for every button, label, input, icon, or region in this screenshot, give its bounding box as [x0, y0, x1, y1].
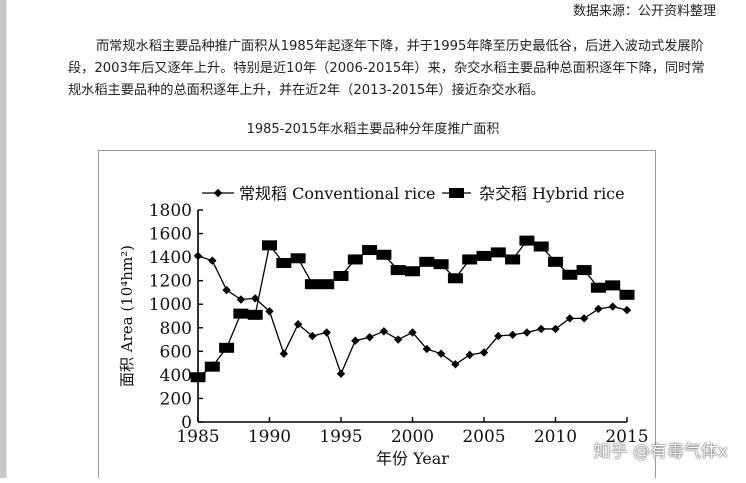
data-point-conventional	[451, 360, 460, 369]
body-paragraph: 而常规水稻主要品种推广面积从1985年起逐年下降，并于1995年降至历史最低谷，…	[68, 36, 708, 102]
data-point-hybrid	[619, 289, 635, 300]
y-tick-label: 200	[160, 389, 192, 409]
data-point-hybrid	[290, 253, 306, 264]
legend-marker-conventional	[213, 188, 223, 198]
data-point-hybrid	[605, 280, 621, 291]
y-tick-label: 1000	[149, 295, 192, 315]
data-point-conventional	[479, 348, 489, 357]
y-tick-label: 1600	[149, 225, 192, 245]
data-point-conventional	[622, 305, 632, 315]
data-point-conventional	[251, 294, 260, 303]
data-point-conventional	[494, 331, 503, 341]
data-point-hybrid	[262, 240, 277, 251]
x-tick-label: 2010	[534, 427, 577, 447]
y-tick-label: 0	[181, 413, 192, 433]
data-point-hybrid	[319, 279, 335, 290]
data-point-conventional	[508, 330, 517, 340]
data-point-conventional	[422, 344, 431, 354]
data-point-conventional	[293, 320, 303, 329]
chart-caption: 1985-2015年水稻主要品种分年度推广面积	[246, 122, 500, 137]
data-point-conventional	[351, 336, 360, 345]
window-left-border	[0, 0, 6, 478]
x-tick-label: 1995	[319, 427, 362, 447]
data-point-conventional	[208, 256, 217, 265]
data-point-hybrid	[447, 273, 463, 284]
y-tick-label: 1400	[149, 248, 192, 268]
legend-label-hybrid: 杂交稻 Hybrid rice	[479, 184, 625, 203]
legend-marker-hybrid	[449, 188, 464, 198]
data-point-hybrid	[376, 249, 392, 260]
data-point-conventional	[436, 349, 446, 358]
data-point-hybrid	[347, 254, 363, 265]
data-point-hybrid	[405, 266, 420, 277]
y-tick-label: 800	[160, 319, 192, 339]
data-point-hybrid	[390, 265, 406, 276]
data-point-hybrid	[419, 256, 435, 267]
data-point-hybrid	[233, 308, 249, 319]
y-axis-label: 面积 Area (10⁴hm²)	[118, 245, 136, 387]
x-tick-label: 2015	[605, 427, 648, 447]
data-point-conventional	[336, 369, 346, 378]
data-point-conventional	[394, 335, 403, 344]
y-tick-label: 1200	[149, 272, 192, 292]
data-point-conventional	[279, 349, 288, 358]
data-point-hybrid	[219, 342, 235, 353]
data-point-hybrid	[519, 235, 535, 246]
data-point-conventional	[322, 328, 331, 337]
data-point-hybrid	[490, 247, 506, 258]
data-point-conventional	[579, 314, 589, 323]
line-chart: 0 200 400 600 800 1000 1200 1400 1600 1800 1985 199…	[118, 184, 649, 468]
data-point-conventional	[551, 324, 560, 334]
data-point-conventional	[265, 307, 274, 316]
data-point-hybrid	[548, 256, 563, 267]
data-point-conventional	[608, 302, 617, 311]
data-point-hybrid	[190, 372, 206, 383]
data-point-hybrid	[476, 250, 492, 261]
data-point-hybrid	[276, 258, 292, 268]
data-point-conventional	[408, 328, 417, 337]
data-point-conventional	[594, 304, 603, 314]
data-point-hybrid	[362, 245, 378, 256]
data-point-conventional	[365, 333, 374, 342]
data-point-conventional	[465, 350, 474, 360]
data-source-line: 数据来源：公开资料整理	[572, 4, 716, 19]
data-point-conventional	[308, 331, 317, 341]
x-tick-label: 1985	[176, 427, 219, 447]
data-point-conventional	[222, 285, 231, 295]
chart-frame: 0 200 400 600 800 1000 1200 1400 1600 1800 1985 199…	[98, 150, 656, 478]
data-point-conventional	[236, 295, 246, 304]
x-axis-label: 年份 Year	[376, 449, 449, 468]
data-point-hybrid	[462, 254, 478, 265]
data-point-hybrid	[590, 282, 606, 293]
data-point-hybrid	[576, 265, 592, 276]
body-paragraph-text: 而常规水稻主要品种推广面积从1985年起逐年下降，并于1995年降至历史最低谷，…	[68, 39, 705, 98]
data-point-conventional	[193, 251, 203, 261]
data-point-hybrid	[204, 361, 220, 372]
data-point-hybrid	[505, 254, 521, 265]
y-tick-label: 400	[160, 366, 192, 386]
window-left-border-inner	[6, 0, 7, 478]
data-point-conventional	[379, 327, 389, 336]
data-point-conventional	[537, 324, 546, 334]
legend-label-conventional: 常规稻 Conventional rice	[239, 184, 436, 203]
zhihu-watermark: 知乎 @有毒气体x	[593, 442, 728, 462]
data-point-hybrid	[562, 269, 578, 280]
y-tick-label: 600	[160, 342, 192, 362]
data-point-hybrid	[304, 279, 320, 290]
data-point-hybrid	[333, 270, 349, 281]
data-point-conventional	[522, 328, 532, 337]
data-point-hybrid	[247, 309, 263, 320]
x-tick-label: 1990	[248, 427, 291, 447]
x-tick-label: 2000	[391, 427, 434, 447]
data-point-hybrid	[433, 259, 449, 270]
x-tick-label: 2005	[462, 427, 505, 447]
data-point-hybrid	[533, 241, 549, 252]
y-tick-label: 1800	[149, 201, 192, 221]
